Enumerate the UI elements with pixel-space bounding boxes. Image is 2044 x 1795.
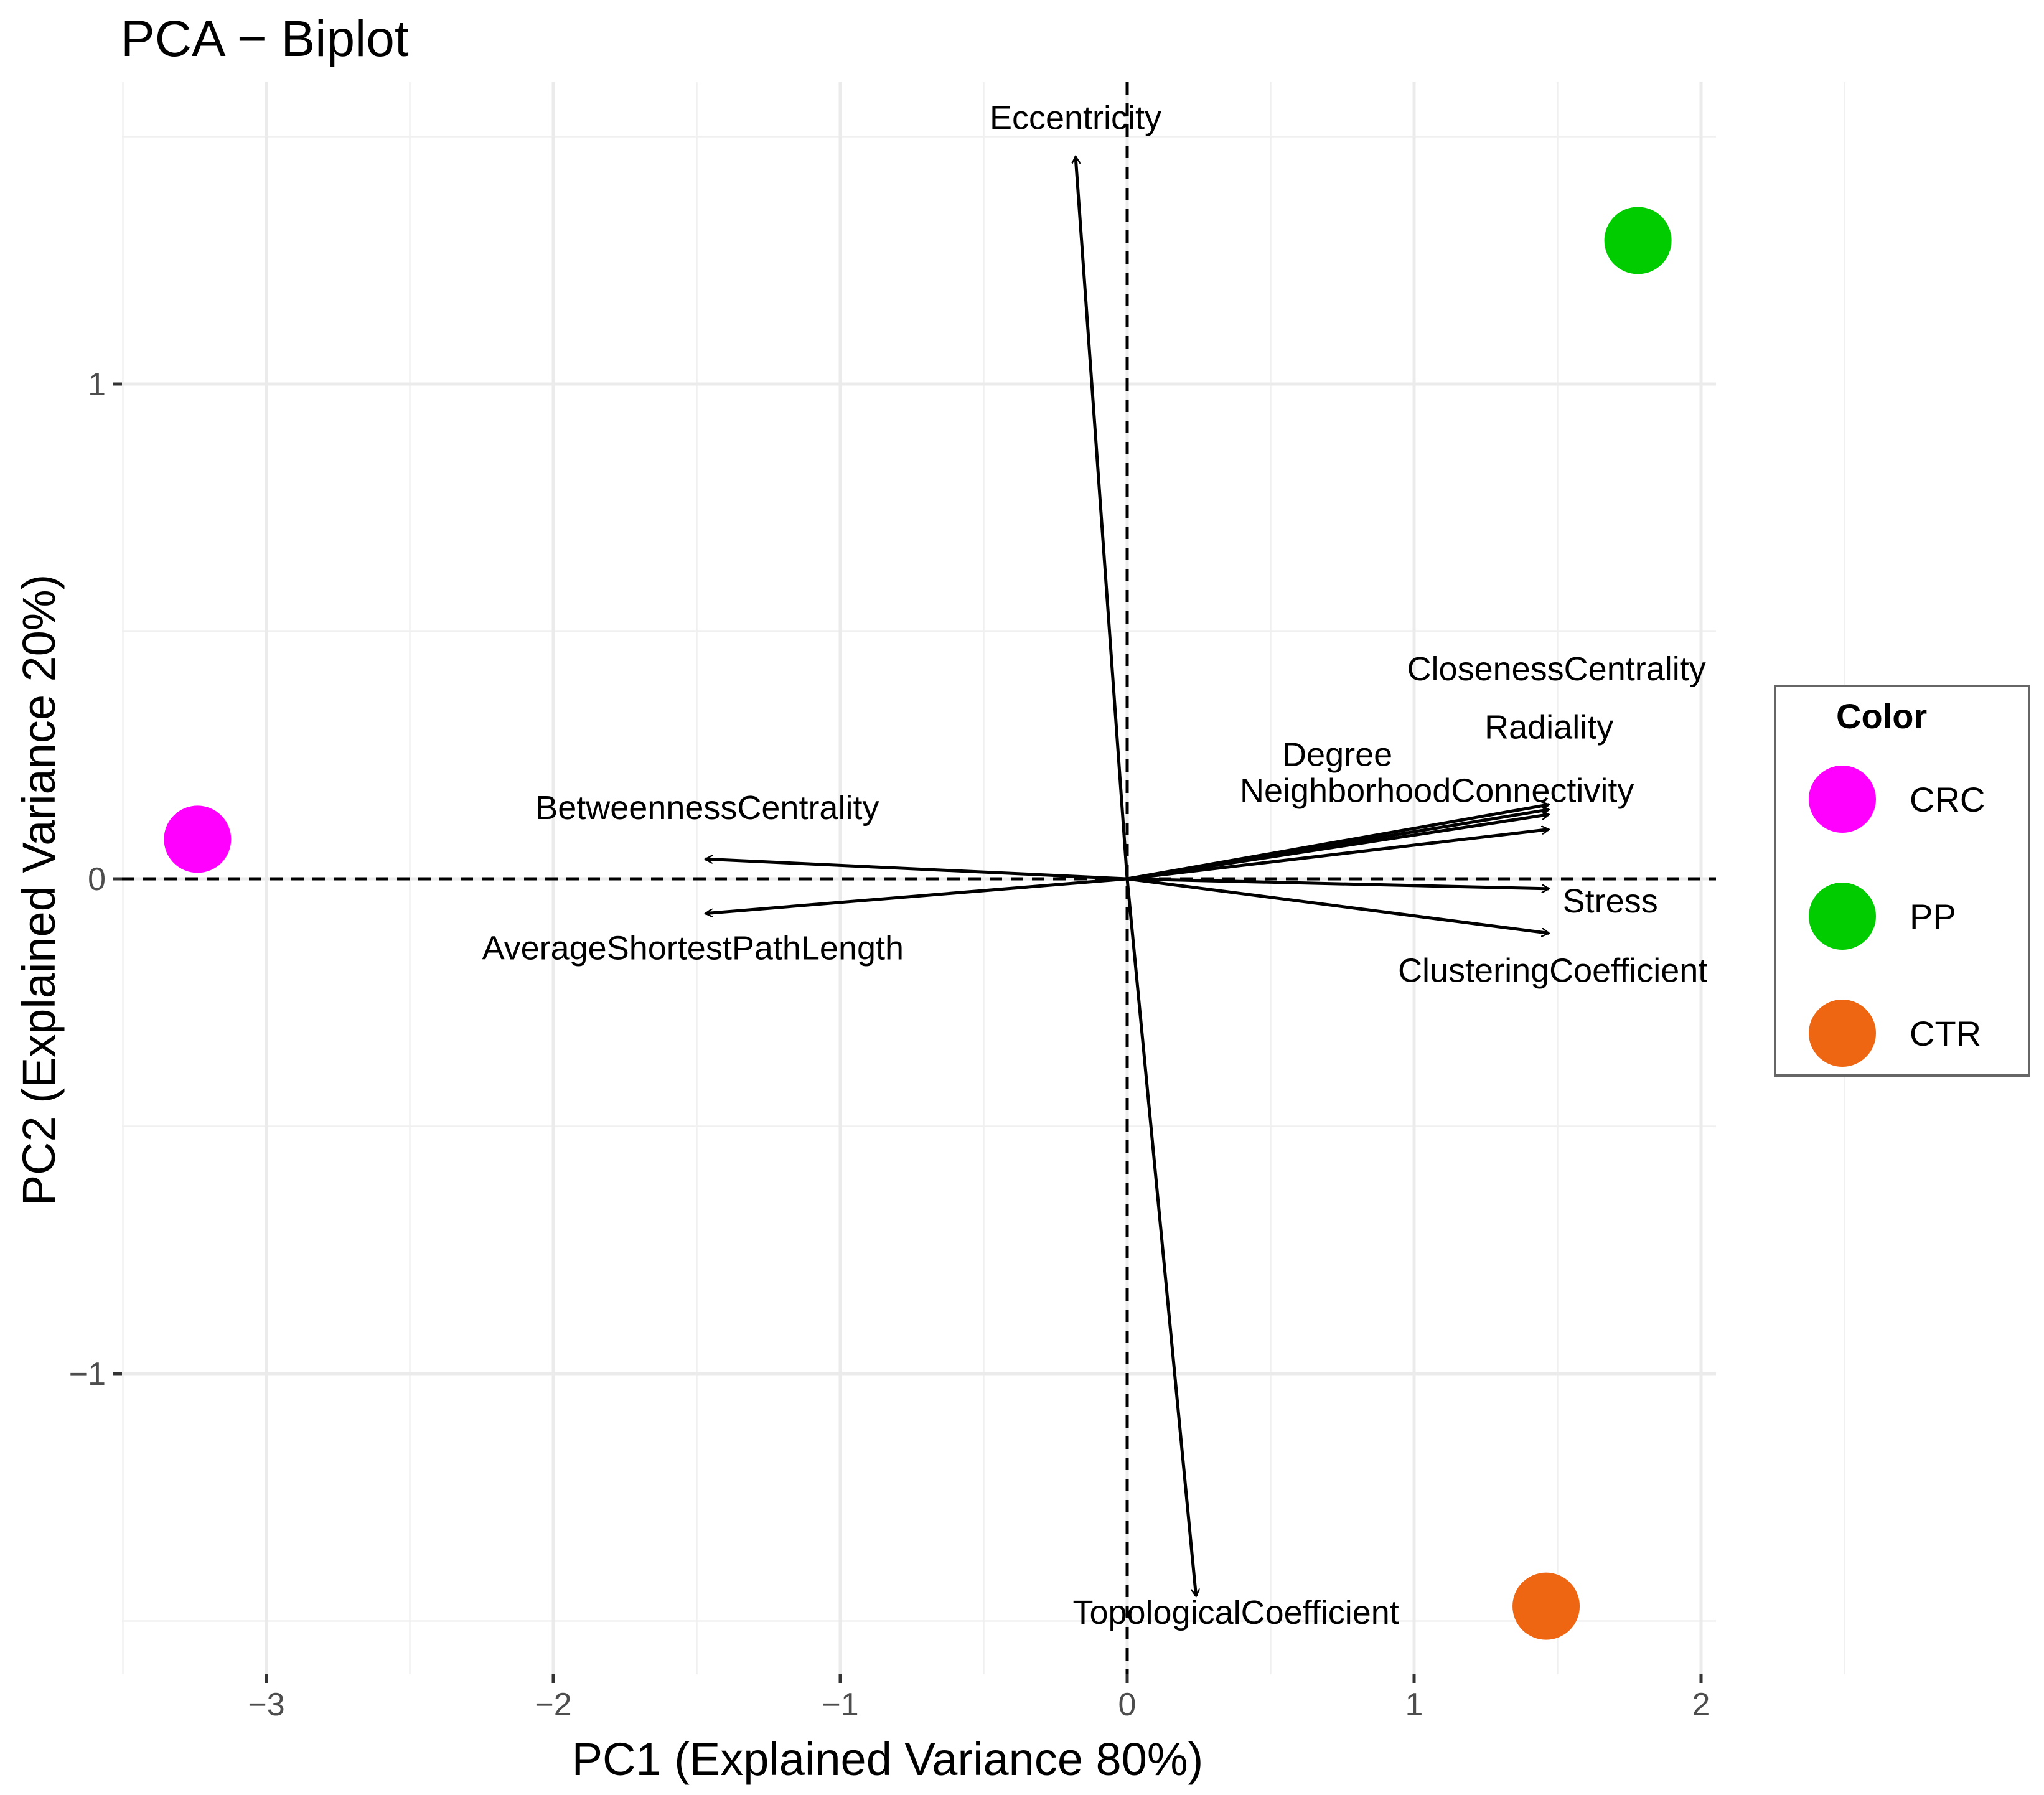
x-axis-ticks: −3 −2 −1 0 1 2 [248, 1674, 1710, 1723]
x-tick-label: −1 [822, 1687, 858, 1723]
legend: Color CRC PP CTR [1774, 685, 2030, 1077]
loading-label-average-shortest-path-length: AverageShortestPathLength [482, 930, 904, 967]
loading-arrow-stress [1127, 877, 1549, 889]
x-tick-label: 1 [1405, 1687, 1423, 1723]
chart-title: PCA − Biplot [121, 11, 409, 67]
point-pp [1604, 207, 1672, 274]
loading-label-stress: Stress [1563, 883, 1658, 920]
loading-arrow-neighborhood-connectivity [1127, 830, 1549, 881]
loading-arrow-clustering-coefficient [1127, 877, 1549, 933]
legend-label-ctr: CTR [1910, 1014, 1981, 1053]
loading-label-betweenness-centrality: BetweennessCentrality [535, 789, 879, 827]
sample-points [164, 207, 1672, 1640]
y-tick-label: 0 [88, 861, 106, 897]
legend-label-pp: PP [1910, 897, 1956, 936]
reference-lines [122, 82, 1716, 1674]
point-ctr [1512, 1572, 1580, 1640]
loading-label-radiality: Radiality [1484, 709, 1613, 746]
x-axis-title: PC1 (Explained Variance 80%) [572, 1733, 1204, 1785]
legend-entries: CRC PP CTR [1809, 766, 1985, 1067]
x-tick-label: −3 [248, 1687, 284, 1723]
loading-label-clustering-coefficient: ClusteringCoefficient [1398, 952, 1707, 989]
legend-key-crc [1809, 766, 1876, 833]
legend-title: Color [1836, 696, 1927, 736]
loading-label-neighborhood-connectivity: NeighborhoodConnectivity [1240, 772, 1634, 810]
y-axis-title: PC2 (Explained Variance 20%) [13, 574, 65, 1206]
x-tick-label: −2 [535, 1687, 571, 1723]
y-tick-label: −1 [69, 1356, 106, 1392]
y-tick-label: 1 [88, 367, 106, 403]
point-crc [164, 805, 232, 873]
y-axis-ticks: −1 0 1 [69, 367, 122, 1392]
loading-labels: Eccentricity ClosenessCentrality Radiality… [482, 99, 1708, 1631]
legend-key-ctr [1809, 1000, 1876, 1067]
loading-arrow-eccentricity [1076, 156, 1129, 879]
legend-key-pp [1809, 883, 1876, 950]
x-tick-label: 0 [1118, 1687, 1137, 1723]
legend-label-crc: CRC [1910, 780, 1985, 819]
loading-label-eccentricity: Eccentricity [990, 99, 1161, 136]
loading-arrow-degree [1127, 815, 1549, 881]
loading-arrow-topological-coefficient [1125, 878, 1196, 1596]
loading-label-degree: Degree [1282, 736, 1392, 774]
loading-arrows [705, 156, 1549, 1596]
loading-label-closeness-centrality: ClosenessCentrality [1407, 650, 1706, 688]
loading-label-topological-coefficient: TopologicalCoefficient [1072, 1594, 1399, 1631]
legend-box [1774, 685, 2030, 1077]
x-tick-label: 2 [1692, 1687, 1710, 1723]
loading-arrow-average-shortest-path-length [705, 877, 1128, 914]
loading-arrow-betweenness-centrality [705, 859, 1128, 881]
